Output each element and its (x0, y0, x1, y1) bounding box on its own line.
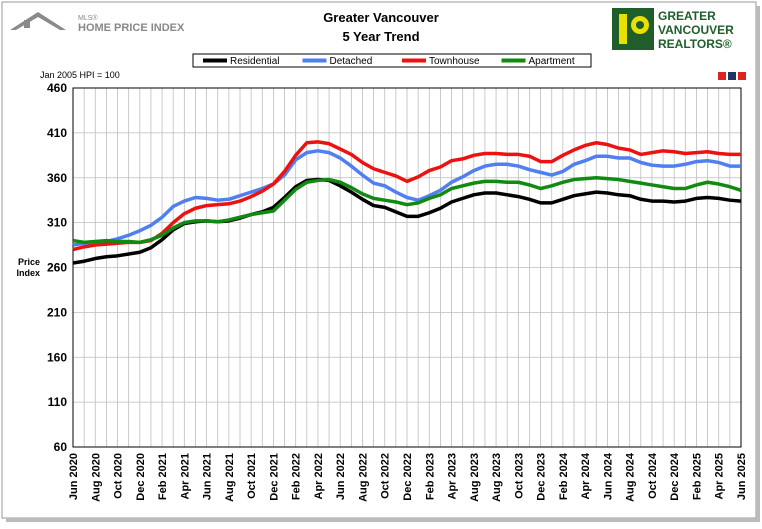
logo-line: GREATER (658, 9, 716, 23)
x-tick-label: Dec 2023 (536, 453, 548, 501)
plot-border (72, 87, 742, 448)
y-tick-label: 460 (47, 81, 67, 95)
x-tick-label: Aug 2022 (357, 453, 369, 502)
y-tick-label: 210 (47, 305, 67, 319)
x-tick-label: Jun 2021 (202, 453, 214, 500)
x-tick-label: Jun 2022 (335, 453, 347, 500)
legend-label: Apartment (529, 56, 575, 67)
hpi-text: HOME PRICE INDEX (78, 22, 185, 34)
y-tick-label: 310 (47, 216, 67, 230)
legend-label: Residential (230, 56, 279, 67)
x-tick-label: Dec 2022 (402, 453, 414, 501)
logo-line: VANCOUVER (658, 23, 734, 37)
y-tick-label: 410 (47, 126, 67, 140)
x-tick-label: Oct 2022 (380, 453, 392, 499)
y-tick-label: 360 (47, 171, 67, 185)
y-tick-label: 110 (48, 395, 68, 409)
x-tick-label: Oct 2020 (113, 453, 125, 499)
x-tick-label: Oct 2021 (246, 453, 258, 499)
y-axis-label: Price Index (16, 257, 40, 278)
x-tick-label: Aug 2023 (469, 453, 481, 502)
x-tick-label: Apr 2022 (313, 453, 325, 499)
x-tick-label: Dec 2021 (268, 453, 280, 501)
series-line (72, 149, 741, 247)
x-tick-label: Dec 2020 (135, 453, 147, 501)
x-tick-label: Jun 2025 (736, 453, 748, 500)
realtors-logo: GREATER VANCOUVER REALTORS® (612, 8, 734, 51)
x-tick-label: Feb 2024 (558, 452, 570, 500)
mls-text: MLS® (78, 14, 98, 22)
y-tick-label: 160 (47, 350, 67, 364)
note: Jan 2005 HPI = 100 (40, 70, 120, 80)
x-tick-label: Aug 2020 (90, 453, 102, 502)
shadow (756, 6, 760, 520)
x-tick-label: Feb 2025 (691, 453, 703, 500)
x-tick-label: Aug 2024 (625, 452, 637, 502)
y-tick-label: 60 (54, 440, 68, 454)
shadow (6, 518, 760, 522)
x-tick-label: Aug 2023 (491, 453, 503, 502)
legend-label: Detached (330, 56, 373, 67)
mls-logo: MLS® HOME PRICE INDEX (10, 12, 185, 34)
chart-subtitle: 5 Year Trend (342, 29, 419, 44)
x-tick-label: Aug 2021 (224, 453, 236, 502)
x-tick-label: Apr 2024 (580, 452, 592, 499)
x-tick-label: Jun 2020 (68, 453, 80, 500)
x-tick-label: Oct 2024 (647, 452, 659, 499)
x-tick-label: Jun 2024 (602, 452, 614, 500)
x-tick-label: Apr 2023 (447, 453, 459, 499)
y-tick-label: 260 (47, 261, 67, 275)
logo-line: REALTORS® (658, 37, 732, 51)
x-tick-label: Feb 2021 (157, 453, 169, 500)
x-tick-label: Feb 2022 (291, 453, 303, 500)
chart-title: Greater Vancouver (323, 10, 439, 25)
mini-logo (718, 72, 746, 80)
x-tick-label: Dec 2024 (669, 452, 681, 501)
x-tick-label: Oct 2023 (513, 453, 525, 499)
series-line (72, 140, 741, 252)
legend-label: Townhouse (429, 56, 480, 67)
x-tick-label: Apr 2025 (714, 453, 726, 499)
x-tick-label: Apr 2021 (179, 453, 191, 499)
series-line (72, 176, 742, 245)
x-tick-label: Feb 2023 (424, 453, 436, 500)
legend-box (192, 53, 592, 68)
